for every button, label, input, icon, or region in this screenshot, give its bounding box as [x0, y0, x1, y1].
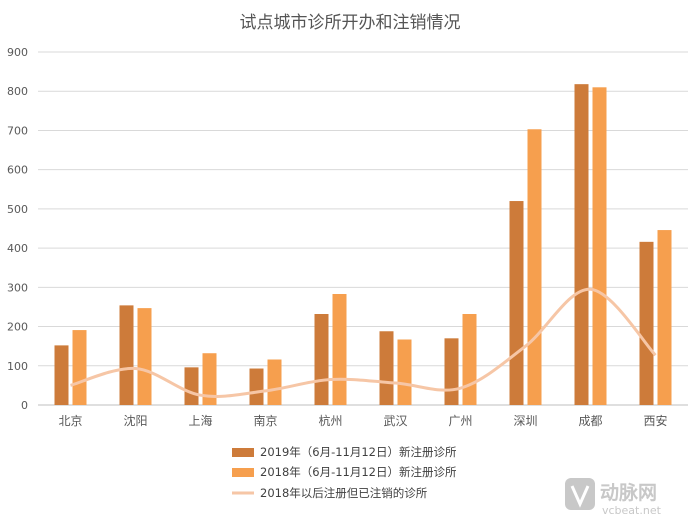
y-tick-label: 100	[7, 360, 28, 373]
bar-2018-2	[202, 353, 217, 405]
bar-2018-5	[397, 339, 412, 405]
x-tick-label: 北京	[58, 414, 82, 428]
y-tick-label: 500	[7, 203, 28, 216]
y-tick-label: 300	[7, 281, 28, 294]
bar-2019-5	[379, 331, 394, 405]
watermark: 动脉网 vcbeat.net	[565, 478, 662, 517]
line-series	[70, 287, 657, 398]
x-tick-label: 沈阳	[123, 413, 147, 428]
x-tick-label: 南京	[253, 413, 277, 428]
y-tick-label: 0	[21, 399, 28, 412]
watermark-brand: 动脉网	[600, 481, 657, 504]
bar-2019-9	[639, 241, 654, 405]
chart-title: 试点城市诊所开办和注销情况	[240, 13, 461, 33]
y-tick-label: 900	[7, 46, 28, 59]
bar-2019-1	[119, 305, 134, 405]
bar-2018-0	[72, 330, 87, 405]
bar-2018-8	[592, 87, 607, 406]
legend-swatch-1	[232, 468, 254, 477]
bar-2018-7	[527, 129, 542, 406]
bar-2018-3	[267, 359, 282, 405]
y-tick-label: 700	[7, 124, 28, 137]
x-tick-label: 武汉	[383, 414, 407, 428]
bar-2018-1	[137, 308, 152, 405]
bar-2018-9	[657, 230, 672, 405]
y-axis: 0 100 200 300 400 500 600 700 800 900	[7, 46, 28, 412]
bar-2018-6	[462, 314, 477, 405]
x-tick-label: 成都	[578, 414, 602, 428]
x-tick-label: 广州	[448, 414, 472, 428]
y-tick-label: 600	[7, 164, 28, 177]
bar-2019-4	[314, 314, 329, 405]
legend: 2019年（6月-11月12日）新注册诊所 2018年（6月-11月12日）新注册…	[232, 445, 457, 500]
legend-swatch-0	[232, 448, 254, 457]
legend-label-2: 2018年以后注册但已注销的诊所	[260, 486, 428, 500]
bar-2019-2	[184, 367, 199, 405]
bar-2019-8	[574, 84, 589, 405]
y-tick-label: 200	[7, 321, 28, 334]
x-tick-label: 西安	[643, 413, 667, 428]
watermark-url: vcbeat.net	[602, 504, 662, 517]
bars	[54, 84, 672, 406]
x-tick-label: 深圳	[513, 414, 537, 428]
bar-2019-3	[249, 368, 264, 405]
watermark-v-mark	[570, 485, 590, 508]
line-deregistered	[70, 287, 657, 398]
y-tick-label: 400	[7, 242, 28, 255]
bar-2018-4	[332, 294, 347, 405]
gridlines	[38, 51, 688, 406]
bar-2019-6	[444, 338, 459, 405]
bar-2019-0	[54, 345, 69, 405]
x-axis: 北京 沈阳 上海 南京 杭州 武汉 广州 深圳 成都 西安	[58, 413, 667, 428]
legend-label-1: 2018年（6月-11月12日）新注册诊所	[260, 465, 457, 479]
bar-2019-7	[509, 201, 524, 405]
x-tick-label: 上海	[188, 413, 212, 428]
y-tick-label: 800	[7, 85, 28, 98]
x-tick-label: 杭州	[318, 413, 342, 428]
legend-label-0: 2019年（6月-11月12日）新注册诊所	[260, 445, 457, 459]
